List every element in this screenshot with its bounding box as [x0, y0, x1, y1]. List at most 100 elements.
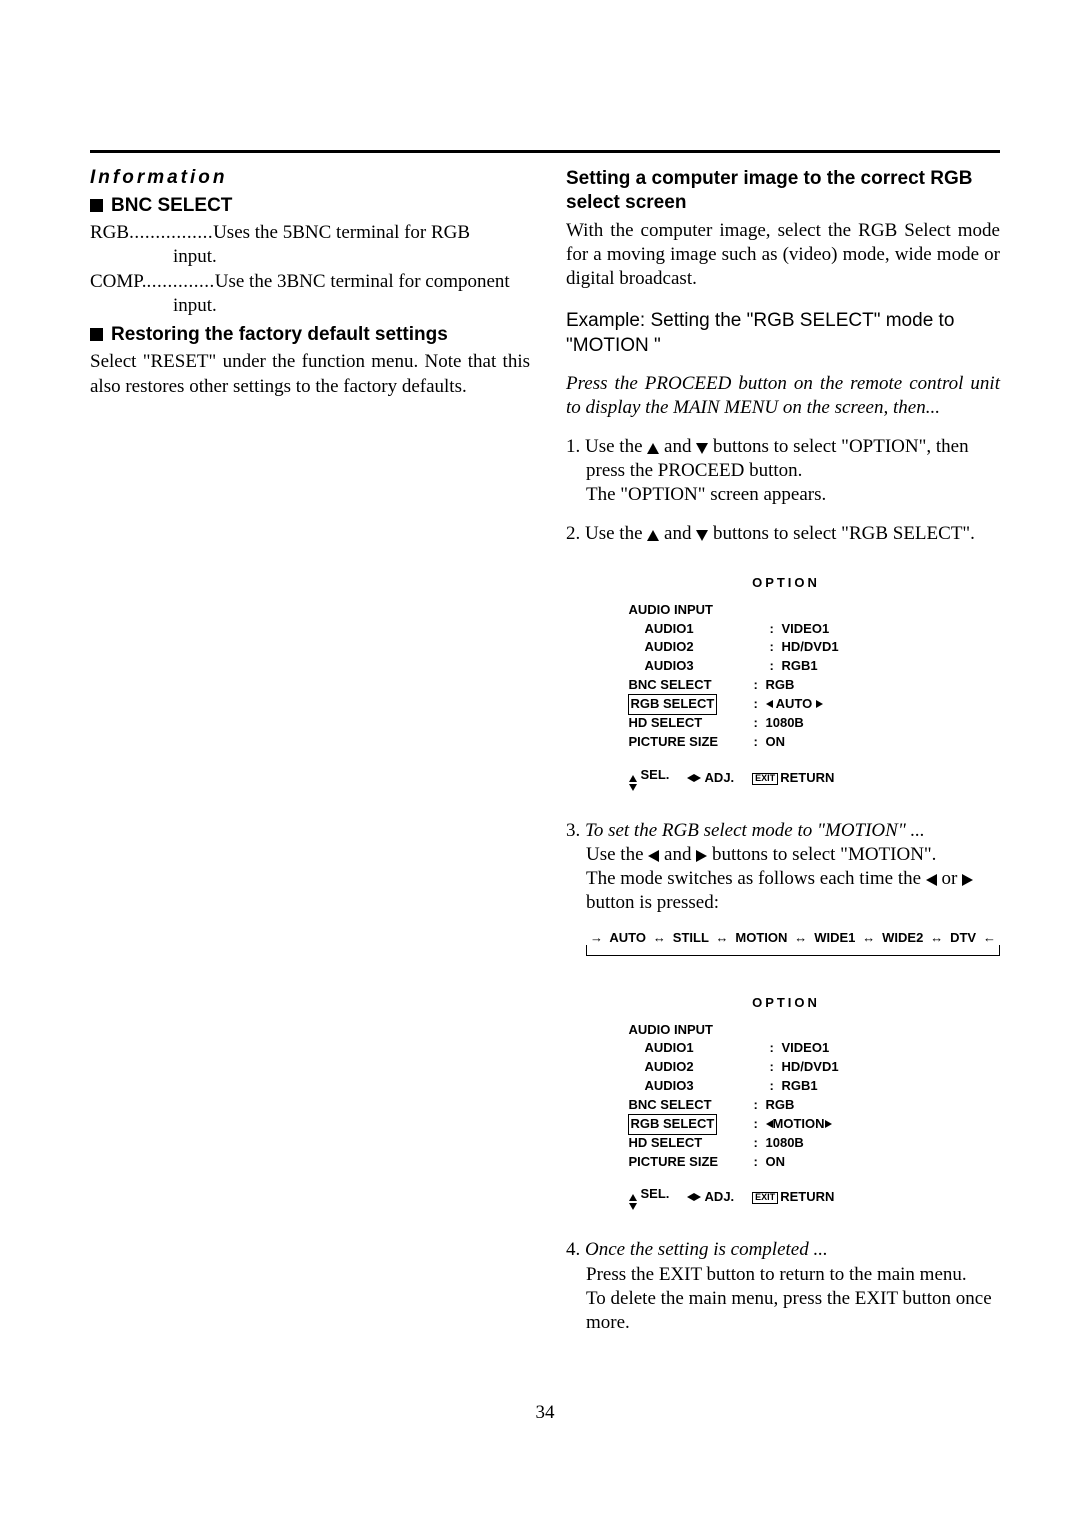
def-row-comp: COMP. ............. Use the 3BNC termina…	[90, 270, 530, 294]
osd-label: AUDIO2	[629, 1058, 770, 1077]
step3-line2: The mode switches as follows each time t…	[586, 867, 1000, 916]
def-desc: Uses the 5BNC terminal for RGB	[213, 221, 530, 245]
up-triangle-icon	[647, 443, 659, 454]
osd-adj: ADJ.	[687, 769, 734, 788]
osd-value: VIDEO1	[782, 1039, 944, 1058]
osd-value: 1080B	[766, 714, 944, 733]
osd-value: VIDEO1	[782, 620, 944, 639]
exit-icon: EXIT	[752, 1192, 778, 1204]
osd-label-highlight: RGB SELECT	[629, 695, 754, 714]
osd-colon: :	[770, 1058, 782, 1077]
osd-value: AUTO	[766, 695, 944, 714]
step-2: 2. Use the and buttons to select "RGB SE…	[566, 522, 1000, 546]
def-row-rgb: RGB ................ Uses the 5BNC termi…	[90, 221, 530, 245]
down-triangle-icon	[629, 1203, 637, 1210]
step1-d: The "OPTION" screen appears.	[586, 483, 1000, 507]
square-bullet-icon	[90, 199, 103, 212]
step4-num: 4.	[566, 1239, 580, 1260]
left-triangle-icon	[766, 1120, 773, 1128]
def-desc-line2: input.	[90, 294, 530, 318]
right-intro: With the computer image, select the RGB …	[566, 219, 1000, 292]
step-4: 4. Once the setting is completed ... Pre…	[566, 1238, 1000, 1335]
right-triangle-icon	[696, 850, 707, 862]
osd-return: EXITRETURN	[752, 769, 834, 788]
top-rule	[90, 150, 1000, 153]
osd-return: EXITRETURN	[752, 1188, 834, 1207]
def-desc: Use the 3BNC terminal for component	[215, 270, 530, 294]
osd-2-wrap: OPTION AUDIO INPUT AUDIO1:VIDEO1 AUDIO2:…	[566, 980, 1000, 1221]
example-line: Example: Setting the "RGB SELECT" mode t…	[566, 309, 1000, 358]
osd-label: AUDIO1	[629, 1039, 770, 1058]
right-column: Setting a computer image to the correct …	[566, 167, 1000, 1350]
information-heading: Information	[90, 167, 530, 189]
step4-italic: Once the setting is completed ...	[580, 1239, 827, 1260]
osd-colon: :	[754, 1134, 766, 1153]
osd-colon: :	[754, 714, 766, 733]
left-column: Information BNC SELECT RGB .............…	[90, 167, 530, 1350]
osd-label: AUDIO2	[629, 638, 770, 657]
right-title: Setting a computer image to the correct …	[566, 167, 1000, 215]
up-triangle-icon	[629, 775, 637, 782]
osd-label: AUDIO3	[629, 657, 770, 676]
osd-label: HD SELECT	[629, 714, 754, 733]
left-triangle-icon	[648, 850, 659, 862]
osd-value: ON	[766, 1153, 944, 1172]
osd-colon: :	[770, 1077, 782, 1096]
osd-value: 1080B	[766, 1134, 944, 1153]
osd-label: BNC SELECT	[629, 1096, 754, 1115]
step3-line: Use the and buttons to select "MOTION".	[586, 843, 1000, 867]
press-proceed: Press the PROCEED button on the remote c…	[566, 372, 1000, 421]
osd-label: PICTURE SIZE	[629, 733, 754, 752]
osd-adj: ADJ.	[687, 1188, 734, 1207]
osd-label: HD SELECT	[629, 1134, 754, 1153]
up-triangle-icon	[629, 1194, 637, 1201]
def-dots: ................	[129, 221, 213, 245]
restoring-label: Restoring the factory default settings	[111, 324, 448, 345]
step3-italic: To set the RGB select mode to "MOTION" .…	[580, 820, 925, 841]
left-triangle-icon	[687, 774, 694, 782]
osd-colon: :	[770, 1039, 782, 1058]
right-triangle-icon	[694, 774, 701, 782]
osd-colon: :	[770, 620, 782, 639]
def-dots: .............	[147, 270, 215, 294]
osd-footer: SEL. ADJ. EXITRETURN	[629, 1185, 944, 1210]
osd-value: HD/DVD1	[782, 638, 944, 657]
step4-a: Press the EXIT button to return to the m…	[586, 1263, 1000, 1287]
osd-label: AUDIO INPUT	[629, 601, 754, 620]
osd-sel: SEL.	[629, 766, 670, 791]
osd-colon: :	[754, 1096, 766, 1115]
osd-value: RGB1	[782, 657, 944, 676]
osd-label: AUDIO1	[629, 620, 770, 639]
step-1: 1. Use the and buttons to select "OPTION…	[566, 435, 1000, 508]
osd-value: RGB1	[782, 1077, 944, 1096]
left-triangle-icon	[766, 700, 773, 708]
osd-value: HD/DVD1	[782, 1058, 944, 1077]
square-bullet-icon	[90, 328, 103, 341]
osd-colon: :	[754, 676, 766, 695]
osd-label: PICTURE SIZE	[629, 1153, 754, 1172]
left-triangle-icon	[926, 874, 937, 886]
exit-icon: EXIT	[752, 773, 778, 785]
right-triangle-icon	[825, 1120, 832, 1128]
step-3: 3. To set the RGB select mode to "MOTION…	[566, 819, 1000, 916]
step1-b: and	[659, 436, 696, 457]
osd-label-highlight: RGB SELECT	[629, 1115, 754, 1134]
step3-num: 3.	[566, 820, 580, 841]
bnc-select-label: BNC SELECT	[111, 195, 232, 216]
left-triangle-icon	[687, 1193, 694, 1201]
osd-footer: SEL. ADJ. EXITRETURN	[629, 766, 944, 791]
step1-a: 1. Use the	[566, 436, 647, 457]
osd-colon: :	[770, 657, 782, 676]
osd-colon: :	[754, 733, 766, 752]
def-term: RGB	[90, 221, 129, 245]
up-triangle-icon	[647, 530, 659, 541]
osd-sel: SEL.	[629, 1185, 670, 1210]
right-triangle-icon	[816, 700, 823, 708]
def-term: COMP.	[90, 270, 147, 294]
page-number: 34	[90, 1402, 1000, 1424]
osd-colon: :	[770, 638, 782, 657]
step4-b: To delete the main menu, press the EXIT …	[586, 1287, 1000, 1336]
two-columns: Information BNC SELECT RGB .............…	[90, 167, 1000, 1350]
osd-value: ON	[766, 733, 944, 752]
down-triangle-icon	[696, 443, 708, 454]
